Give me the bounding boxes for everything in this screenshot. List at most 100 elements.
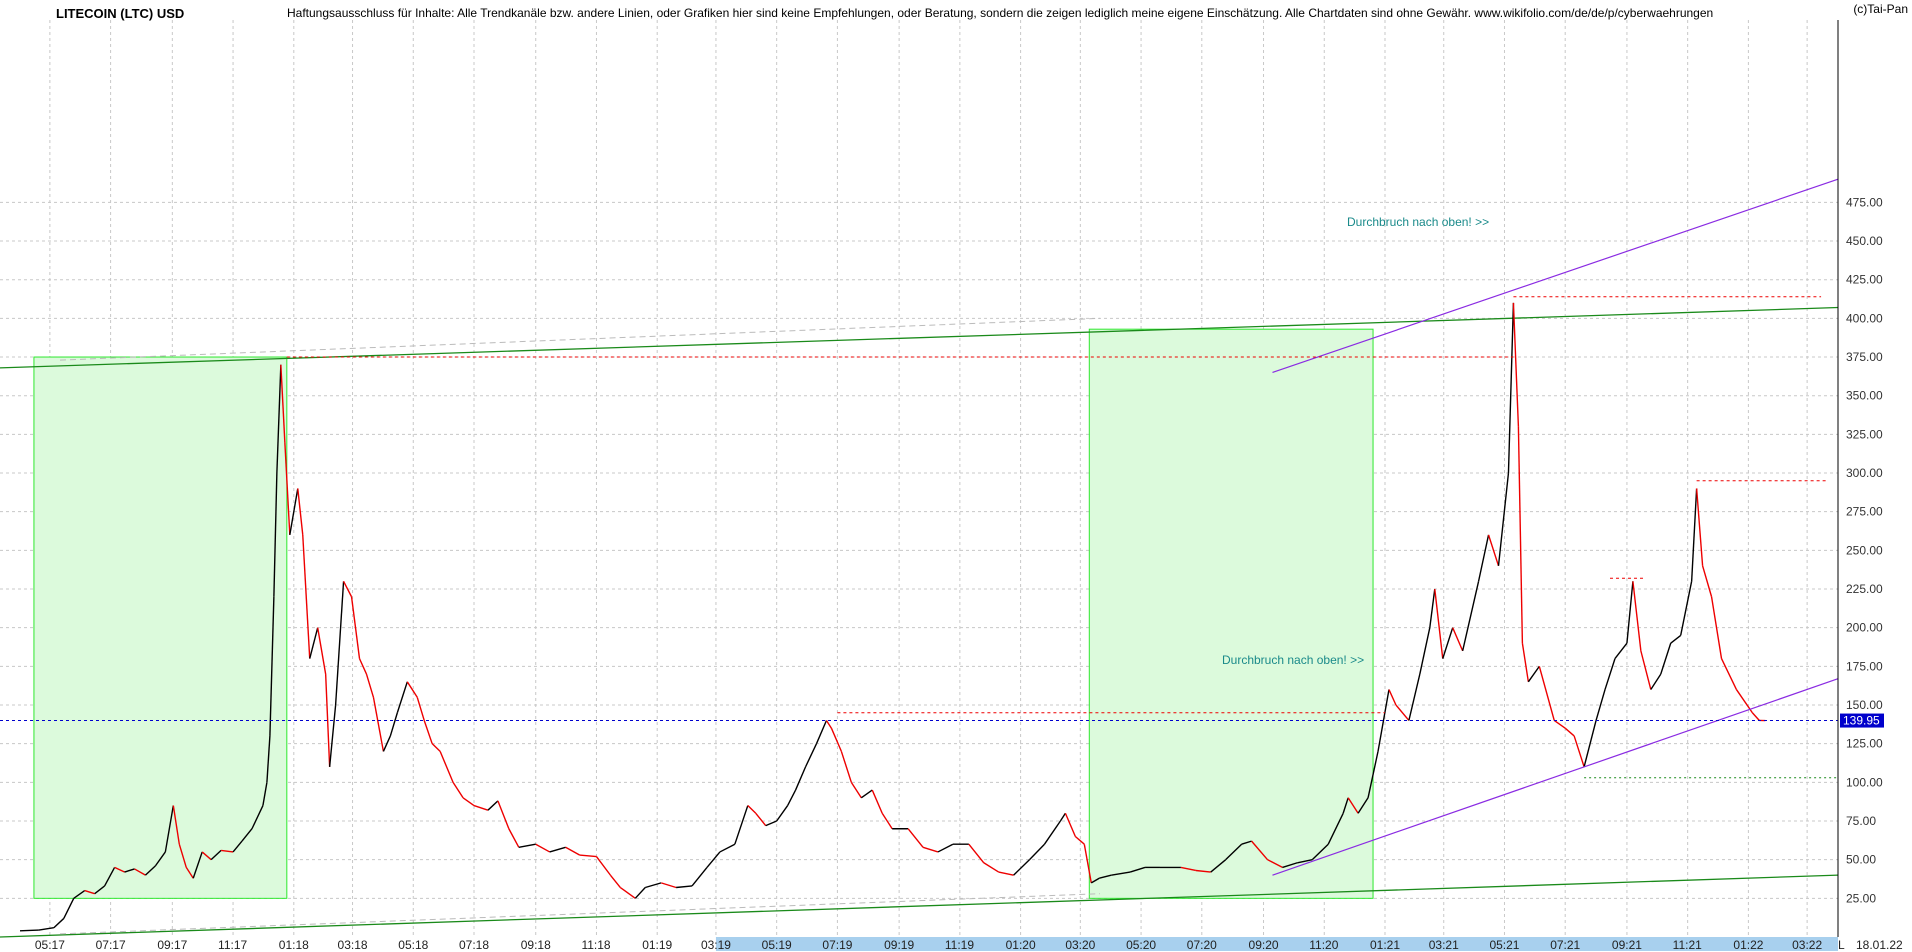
x-tick-label: 07:21 (1550, 938, 1580, 952)
price-segment (1111, 871, 1131, 876)
price-segment (1090, 877, 1100, 884)
price-segment (350, 596, 361, 659)
x-tick-label: 03:19 (701, 938, 731, 952)
x-tick-label: 01:21 (1370, 938, 1400, 952)
price-segment (431, 743, 441, 752)
y-tick-label: 50.00 (1846, 853, 1876, 867)
price-segment (850, 781, 862, 799)
price-segment (1595, 689, 1606, 721)
y-tick-label: 250.00 (1846, 543, 1883, 557)
x-tick-label: 03:22 (1792, 938, 1822, 952)
price-segment (1251, 840, 1269, 861)
price-segment (73, 890, 86, 899)
price-segment (497, 800, 510, 829)
x-tick-label: 09:18 (521, 938, 551, 952)
price-segment (241, 828, 253, 842)
price-segment (1099, 874, 1112, 879)
price-segment (1347, 797, 1359, 814)
price-segment (1074, 835, 1085, 845)
price-segment (1377, 689, 1390, 752)
current-price-label: 139.95 (1843, 714, 1880, 728)
price-segment (317, 627, 327, 675)
x-tick-label: 11:19 (945, 938, 974, 952)
price-segment (1640, 650, 1652, 690)
price-segment (1512, 302, 1520, 427)
y-tick-label: 275.00 (1846, 505, 1883, 519)
price-segment (508, 828, 520, 848)
y-tick-label: 150.00 (1846, 698, 1883, 712)
price-segment (1059, 812, 1066, 822)
x-tick-label: 07:20 (1187, 938, 1217, 952)
price-segment (922, 846, 939, 853)
price-segment (881, 812, 893, 830)
x-tick-label: 05:20 (1126, 938, 1156, 952)
price-segment (998, 871, 1014, 876)
price-segment (1083, 844, 1092, 883)
y-axis: 25.00 50.00 75.00 100.00 125.00 150.00 175.00 2… (1837, 20, 1884, 937)
price-segment (1029, 843, 1045, 861)
price-segment (297, 488, 304, 535)
highlight-box (33, 356, 288, 899)
price-segment (423, 720, 433, 744)
price-segment (63, 898, 75, 919)
y-tick-label: 325.00 (1846, 427, 1883, 441)
price-segment (1408, 673, 1421, 721)
price-segment (871, 789, 883, 814)
price-series (19, 302, 1766, 932)
price-segment (1670, 634, 1682, 644)
x-tick-label: 09:17 (157, 938, 187, 952)
x-tick-label: 03:18 (338, 938, 368, 952)
price-segment (734, 805, 749, 845)
price-segment (719, 843, 736, 853)
price-segment (1527, 665, 1540, 683)
price-segment (1553, 719, 1566, 729)
y-tick-label: 100.00 (1846, 775, 1883, 789)
price-segment (210, 849, 222, 861)
x-tick-label: 07:19 (822, 938, 852, 952)
price-segment (406, 681, 418, 698)
price-segment (1573, 735, 1585, 768)
y-tick-label: 475.00 (1846, 195, 1883, 209)
price-segment (473, 804, 489, 811)
price-segment (1419, 627, 1431, 675)
footer-date: 18.01.22 (1856, 938, 1903, 952)
y-tick-label: 350.00 (1846, 389, 1883, 403)
price-segment (84, 889, 95, 895)
x-tick-label: 11:17 (218, 938, 247, 952)
price-segment (860, 789, 873, 799)
price-segment (1388, 689, 1397, 706)
price-segment (1564, 727, 1575, 737)
price-segment (144, 865, 156, 876)
price-segment (1442, 627, 1454, 659)
price-segment (907, 828, 924, 848)
price-segment (1497, 472, 1510, 566)
current-price-box (1840, 713, 1884, 728)
price-segment (1129, 866, 1146, 873)
price-segment (1064, 812, 1076, 837)
price-segment (164, 805, 175, 853)
price-segment (1282, 862, 1298, 869)
price-segment (372, 697, 385, 752)
y-tick-label: 25.00 (1846, 891, 1876, 905)
price-segment (1604, 658, 1616, 690)
price-segment (1650, 673, 1662, 690)
price-segment (983, 862, 1000, 873)
price-segment (1695, 488, 1704, 566)
price-segment (302, 534, 311, 659)
price-segment (389, 712, 399, 737)
price-segment (358, 658, 368, 675)
price-segment (134, 868, 146, 876)
price-segment (1013, 859, 1031, 876)
copyright-text: (c)Tai-Pan (1853, 2, 1908, 16)
price-segment (284, 442, 291, 535)
price-segment (309, 627, 319, 659)
price-segment (786, 789, 797, 806)
price-segment (1225, 843, 1243, 861)
price-segment (124, 868, 135, 873)
x-tick-label: 05:21 (1489, 938, 1519, 952)
price-segment (755, 812, 767, 827)
price-segment (1429, 588, 1436, 628)
price-segment (94, 885, 106, 895)
price-segment (1357, 797, 1369, 814)
